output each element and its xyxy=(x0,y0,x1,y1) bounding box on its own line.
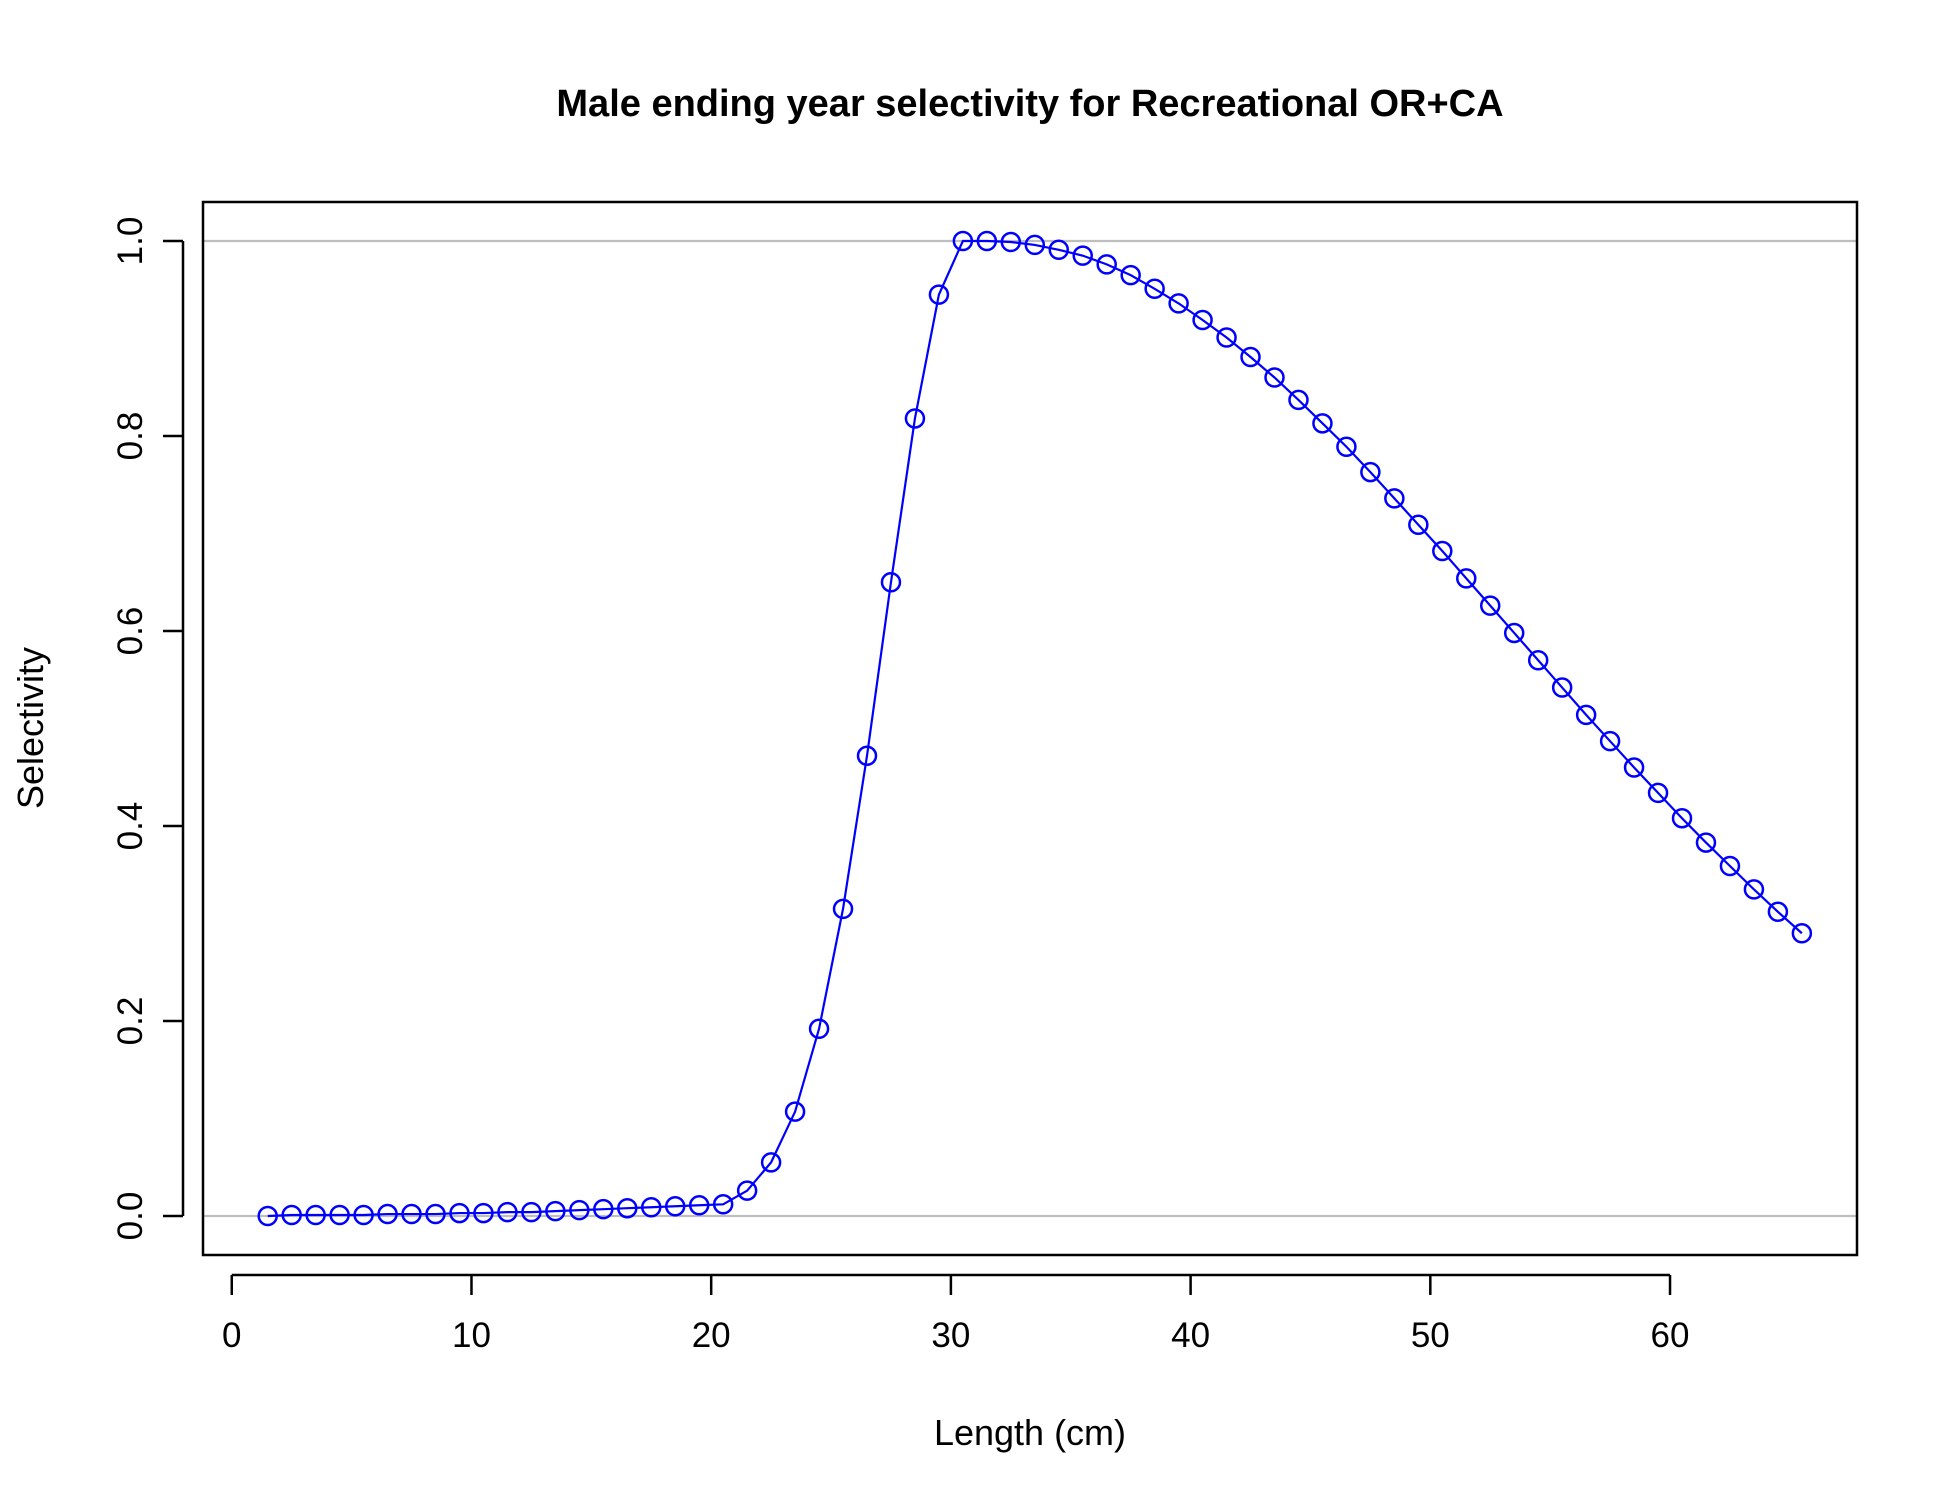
x-tick-label: 0 xyxy=(222,1316,241,1355)
data-point xyxy=(473,1202,494,1224)
data-point xyxy=(1120,264,1141,286)
y-tick-label: 0.0 xyxy=(111,1192,150,1241)
data-point xyxy=(425,1203,446,1225)
data-point xyxy=(1479,595,1501,616)
data-point xyxy=(1767,901,1789,923)
data-point xyxy=(856,745,878,767)
data-point xyxy=(664,1196,686,1217)
data-point xyxy=(593,1198,614,1220)
x-axis-label: Length (cm) xyxy=(934,1412,1126,1453)
data-point xyxy=(281,1204,302,1226)
data-point xyxy=(617,1197,638,1219)
data-point xyxy=(1647,782,1669,804)
data-point xyxy=(1288,389,1309,411)
x-tick-label: 50 xyxy=(1411,1316,1450,1355)
data-point xyxy=(1072,245,1093,266)
data-point xyxy=(401,1203,422,1225)
data-point xyxy=(1216,327,1237,348)
reference-lines xyxy=(203,239,1857,1218)
data-point xyxy=(1791,923,1813,944)
x-tick-label: 40 xyxy=(1171,1316,1210,1355)
data-point xyxy=(808,1018,830,1040)
data-point xyxy=(641,1196,662,1218)
data-point xyxy=(449,1202,470,1224)
data-point xyxy=(952,230,974,252)
data-point xyxy=(688,1195,710,1216)
data-point xyxy=(712,1194,734,1215)
data-point xyxy=(257,1205,278,1227)
data-point xyxy=(1048,239,1070,261)
data-point xyxy=(1695,832,1717,853)
x-tick-label: 20 xyxy=(692,1316,731,1355)
data-point xyxy=(976,230,998,252)
data-point xyxy=(1144,278,1165,300)
data-point xyxy=(1551,677,1573,698)
data-point xyxy=(1671,807,1693,829)
data-point xyxy=(1168,293,1189,314)
x-tick-label: 60 xyxy=(1651,1316,1690,1355)
x-axis: 0 10 20 30 40 50 60 xyxy=(222,1273,1690,1355)
data-point xyxy=(1743,879,1765,900)
data-point xyxy=(1623,757,1645,778)
data-point xyxy=(784,1101,806,1122)
data-point xyxy=(329,1204,350,1226)
data-point xyxy=(545,1200,566,1222)
data-point xyxy=(521,1201,542,1223)
data-point xyxy=(832,898,854,920)
data-point xyxy=(1527,650,1549,671)
data-point xyxy=(1503,622,1525,644)
data-point xyxy=(1240,346,1261,368)
data-point xyxy=(1264,367,1285,388)
data-point xyxy=(377,1203,398,1225)
data-point xyxy=(1456,568,1477,589)
data-point xyxy=(569,1199,590,1221)
y-tick-label: 0.2 xyxy=(111,997,150,1046)
data-point xyxy=(1719,855,1741,877)
data-point xyxy=(904,408,926,429)
data-point xyxy=(1360,461,1381,483)
data-point xyxy=(1024,234,1046,256)
data-point xyxy=(880,572,902,593)
data-point xyxy=(1312,413,1333,434)
data-point xyxy=(1432,540,1453,562)
y-tick-label: 1.0 xyxy=(111,217,150,266)
data-point xyxy=(305,1204,326,1226)
y-axis: 0.0 0.2 0.4 0.6 0.8 1.0 xyxy=(111,217,185,1241)
series-points-group xyxy=(257,230,1813,1227)
data-point xyxy=(1575,704,1597,726)
data-point xyxy=(736,1180,758,1201)
chart-title: Male ending year selectivity for Recreat… xyxy=(556,83,1503,125)
y-tick-label: 0.8 xyxy=(111,412,150,461)
data-point xyxy=(1336,436,1357,457)
data-point xyxy=(1384,488,1405,509)
data-point xyxy=(928,284,950,305)
data-point xyxy=(497,1201,518,1223)
data-point xyxy=(1000,231,1022,253)
data-point xyxy=(1408,514,1429,535)
y-tick-label: 0.6 xyxy=(111,607,150,656)
data-point xyxy=(1599,730,1621,752)
y-axis-label: Selectivity xyxy=(10,647,51,809)
x-tick-label: 30 xyxy=(931,1316,970,1355)
data-point xyxy=(1192,309,1213,331)
y-tick-label: 0.4 xyxy=(111,802,150,851)
x-tick-label: 10 xyxy=(452,1316,491,1355)
data-point xyxy=(353,1204,374,1226)
plot-frame xyxy=(201,200,1859,1257)
data-point xyxy=(760,1152,782,1173)
data-point xyxy=(1096,254,1117,275)
